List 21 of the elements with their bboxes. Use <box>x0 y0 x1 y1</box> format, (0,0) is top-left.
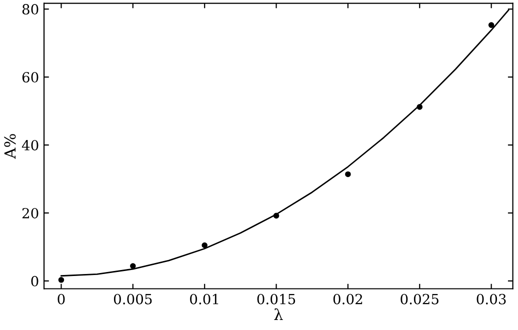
y-tick-label: 60 <box>22 72 38 83</box>
point <box>273 212 280 219</box>
point <box>58 277 64 283</box>
x-axis-title: λ <box>274 308 283 320</box>
point <box>130 263 136 269</box>
x-tick-label: 0.03 <box>476 294 506 304</box>
point <box>345 171 351 178</box>
point <box>202 242 208 248</box>
x-tick-label: 0.005 <box>114 294 152 304</box>
point <box>488 22 494 28</box>
y-tick-label: 0 <box>31 276 38 286</box>
y-tick-label: 40 <box>22 140 38 150</box>
x-tick-label: 0.015 <box>257 294 296 304</box>
y-tick-label: 80 <box>22 4 38 15</box>
x-tick-label: 0.025 <box>400 294 438 304</box>
y-tick-label: 20 <box>22 208 38 218</box>
point <box>416 104 423 110</box>
x-tick-label: 0.01 <box>190 294 218 304</box>
x-tick-label: 0 <box>58 294 65 304</box>
x-tick-label: 0.02 <box>333 294 362 304</box>
y-axis-title: A% <box>4 134 16 159</box>
